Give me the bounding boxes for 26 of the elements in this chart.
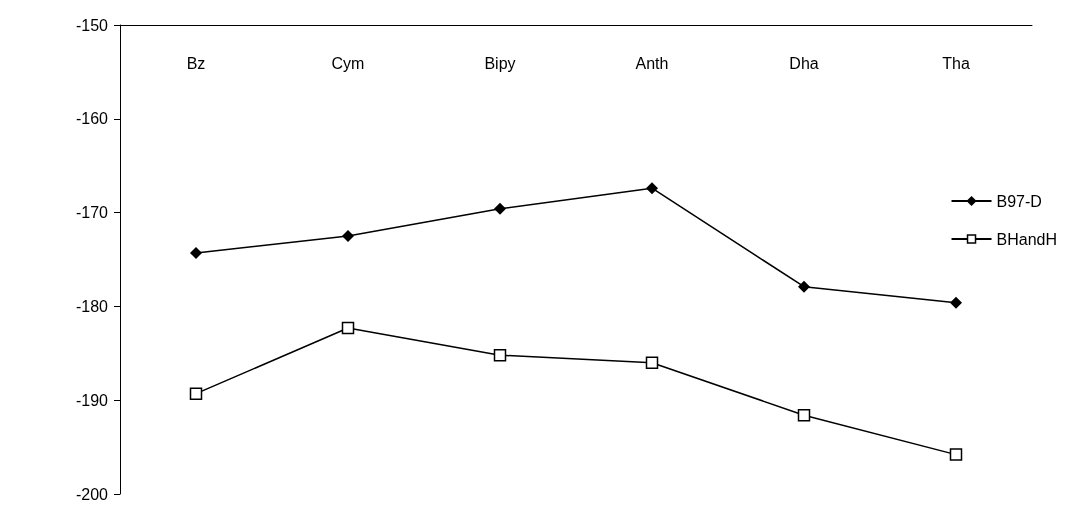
point bbox=[949, 448, 963, 461]
point bbox=[797, 408, 811, 422]
x-tick-label: Bz bbox=[186, 54, 206, 72]
point bbox=[646, 182, 658, 195]
x-tick-label: Cym bbox=[331, 54, 365, 72]
point bbox=[494, 202, 506, 215]
y-tick-label: -200 bbox=[75, 485, 109, 503]
y-tick-label: -170 bbox=[75, 204, 109, 222]
point bbox=[342, 230, 354, 243]
x-tick-label: Tha bbox=[942, 54, 970, 72]
point bbox=[645, 356, 659, 369]
point bbox=[493, 348, 507, 362]
legend-label: BHandH bbox=[996, 230, 1058, 248]
x-tick-label: Anth bbox=[635, 54, 669, 72]
point bbox=[189, 387, 203, 400]
x-tick-label: Bipy bbox=[484, 54, 516, 72]
y-tick-label: -180 bbox=[75, 297, 109, 315]
y-tick-label: -160 bbox=[75, 110, 109, 128]
point bbox=[190, 246, 202, 259]
y-tick-label: -150 bbox=[75, 16, 109, 34]
x-tick-label: Dha bbox=[789, 54, 819, 72]
point bbox=[341, 321, 355, 335]
point bbox=[950, 296, 962, 309]
y-tick-label: -190 bbox=[75, 391, 109, 409]
legend-label: B97-D bbox=[996, 192, 1042, 210]
point bbox=[798, 280, 810, 293]
